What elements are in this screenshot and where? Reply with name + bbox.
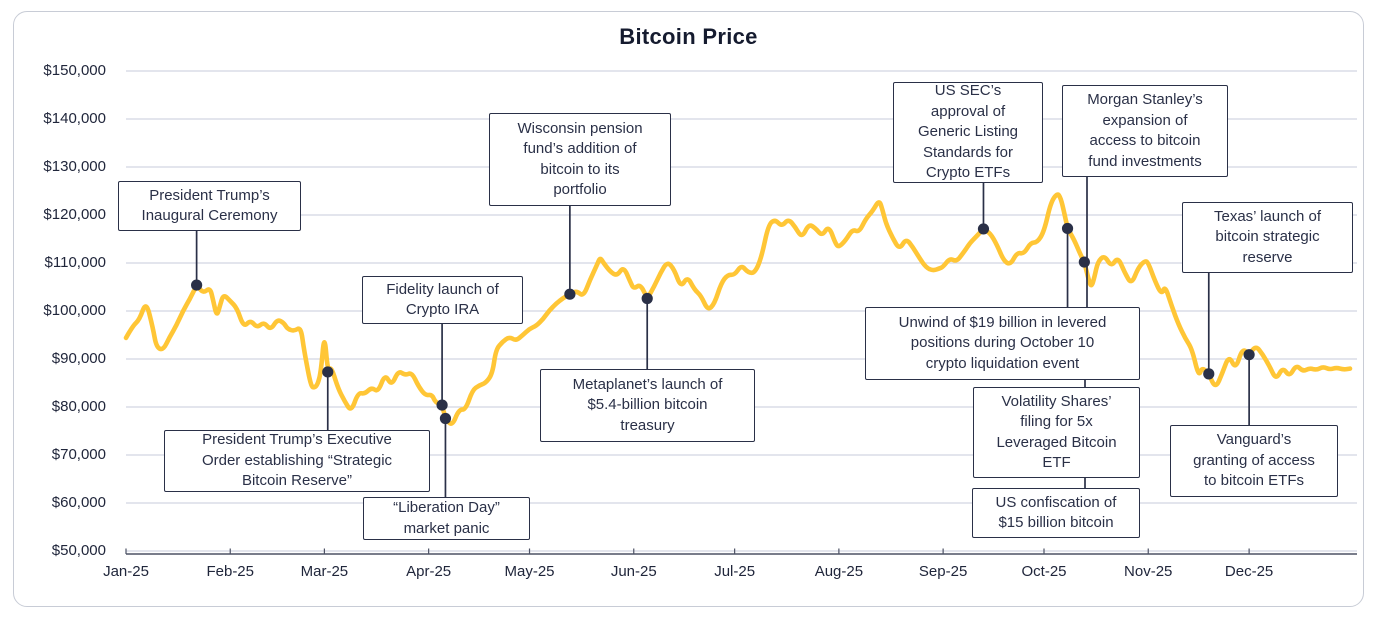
event-marker-dot	[1061, 222, 1074, 235]
x-axis-tick-label: Oct-25	[1021, 563, 1067, 580]
annotation-metaplanet-treasury: Metaplanet’s launch of $5.4-billion bitco…	[540, 369, 755, 442]
y-axis-tick-label: $150,000	[43, 62, 106, 79]
x-axis-tick-label: Aug-25	[814, 563, 864, 580]
annotation-text-line: expansion of	[1102, 111, 1188, 129]
annotation-liberation-day-panic: “Liberation Day” market panic	[363, 497, 530, 540]
annotation-wisconsin-pension: Wisconsin pension fund’s addition of bitco…	[489, 113, 671, 206]
x-axis-tick-label: Jun-25	[610, 563, 657, 580]
annotation-text-line: Standards for	[922, 143, 1014, 161]
annotation-text-line: Unwind of $19 billion in levered	[898, 313, 1107, 331]
annotation-october-10-liquidation: Unwind of $19 billion in levered position…	[865, 307, 1140, 380]
annotation-text-line: US confiscation of	[995, 493, 1117, 511]
y-axis-tick-label: $110,000	[44, 254, 106, 271]
event-marker-dot	[641, 292, 653, 305]
annotation-text-line: fund investments	[1088, 152, 1202, 170]
annotation-text-line: positions during October 10	[910, 334, 1095, 352]
annotation-text-line: Wisconsin pension	[517, 119, 643, 137]
annotation-text-line: to bitcoin ETFs	[1203, 472, 1305, 490]
x-axis-tick-label: Jul-25	[714, 563, 756, 580]
chart-title: Bitcoin Price	[619, 24, 758, 49]
annotation-strategic-bitcoin-reserve-order: President Trump’s Executive Order establi…	[164, 430, 430, 492]
event-marker-dot	[191, 279, 203, 291]
annotation-vanguard-access: Vanguard’s granting of access to bitcoin E…	[1170, 425, 1338, 497]
annotation-text-line: fund’s addition of	[523, 140, 637, 157]
annotation-text-line: Crypto ETFs	[925, 164, 1011, 182]
annotation-text-line: granting of access	[1193, 451, 1315, 469]
event-marker-dot	[1078, 256, 1090, 268]
event-marker-dot	[564, 288, 576, 300]
y-axis-tick-label: $70,000	[51, 446, 106, 463]
y-axis-tick-label: $50,000	[51, 542, 106, 559]
annotation-text-line: Texas’ launch of	[1213, 207, 1321, 225]
event-marker-dot	[1243, 349, 1255, 361]
annotation-text-line: President Trump’s	[149, 186, 270, 204]
annotation-text-line: Volatility Shares’	[1001, 392, 1112, 410]
annotation-text-line: crypto liquidation event	[925, 354, 1080, 372]
x-axis-tick-label: Jan-25	[103, 563, 149, 580]
annotation-text-line: “Liberation Day”	[393, 499, 500, 516]
y-axis-tick-label: $100,000	[43, 302, 106, 319]
annotation-morgan-stanley-expansion: Morgan Stanley’s expansion of access to bi…	[1062, 85, 1228, 177]
annotation-text-line: Crypto IRA	[405, 301, 480, 318]
x-axis-tick-label: Nov-25	[1124, 563, 1173, 580]
x-axis-tick-label: Mar-25	[300, 563, 349, 580]
annotation-text-line: Bitcoin Reserve”	[241, 472, 353, 490]
x-axis-tick-label: Apr-25	[406, 563, 452, 580]
annotation-fidelity-crypto-ira: Fidelity launch of Crypto IRA	[362, 276, 523, 324]
annotation-text-line: Order establishing “Strategic	[201, 451, 393, 469]
annotation-sec-generic-listing-standards: US SEC’s approval of Generic Listing Standa…	[893, 82, 1043, 183]
annotation-text-line: reserve	[1242, 248, 1293, 266]
annotation-text-line: $5.4-billion bitcoin	[587, 396, 708, 414]
annotation-text-line: bitcoin strategic	[1215, 228, 1320, 246]
y-axis-tick-label: $90,000	[51, 350, 106, 367]
annotation-texas-strategic-reserve: Texas’ launch of bitcoin strategic reserve	[1182, 202, 1353, 273]
price-line	[123, 192, 1353, 426]
x-axis-tick-label: Dec-25	[1224, 563, 1274, 580]
y-axis-tick-label: $120,000	[43, 206, 106, 223]
x-axis-tick-label: Feb-25	[206, 563, 254, 580]
annotation-text-line: treasury	[620, 416, 675, 434]
annotation-inaugural-ceremony: President Trump’s Inaugural Ceremony	[118, 181, 301, 231]
annotation-text-line: President Trump’s Executive	[202, 431, 392, 449]
annotation-text-line: Vanguard’s	[1216, 431, 1292, 449]
annotation-text-line: US SEC’s	[934, 82, 1002, 100]
annotation-text-line: ETF	[1042, 454, 1071, 471]
annotation-text-line: bitcoin to its	[540, 160, 620, 178]
event-marker-dot	[436, 399, 448, 411]
annotation-text-line: Inaugural Ceremony	[141, 207, 278, 224]
y-axis-tick-label: $60,000	[51, 494, 106, 511]
y-axis-tick-label: $130,000	[43, 158, 106, 175]
event-marker-dot	[977, 223, 990, 235]
annotation-text-line: filing for 5x	[1020, 413, 1093, 430]
event-marker-dot	[1203, 368, 1215, 380]
annotation-text-line: Leveraged Bitcoin	[996, 433, 1117, 451]
event-marker-dot	[439, 412, 452, 425]
x-axis-tick-label: May-25	[504, 563, 555, 580]
annotation-text-line: market panic	[403, 519, 490, 537]
x-axis-tick-label: Sep-25	[918, 563, 968, 580]
annotation-text-line: Morgan Stanley’s	[1087, 91, 1203, 108]
annotation-text-line: access to bitcoin	[1089, 132, 1201, 149]
y-axis-tick-label: $140,000	[43, 110, 106, 127]
event-marker-dot	[322, 366, 334, 378]
annotation-text-line: $15 billion bitcoin	[998, 514, 1114, 531]
annotation-text-line: portfolio	[553, 181, 607, 198]
annotation-text-line: Metaplanet’s launch of	[572, 375, 723, 393]
annotation-us-confiscation: US confiscation of $15 billion bitcoin	[972, 488, 1140, 538]
annotation-volatility-shares-5x-etf: Volatility Shares’ filing for 5x Leveraged…	[973, 387, 1140, 478]
annotation-text-line: Generic Listing	[917, 123, 1019, 141]
annotation-text-line: approval of	[930, 102, 1006, 120]
y-axis-tick-label: $80,000	[51, 398, 106, 415]
annotation-text-line: Fidelity launch of	[386, 280, 499, 298]
